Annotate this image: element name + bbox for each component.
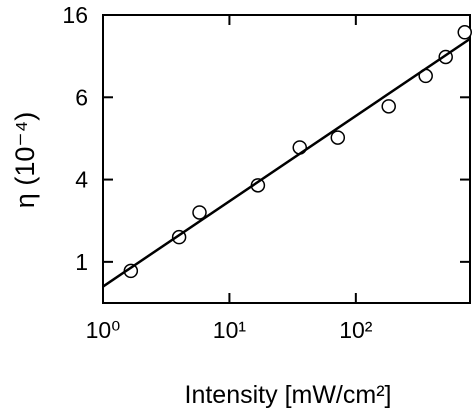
fit-line bbox=[102, 37, 471, 288]
plot-frame bbox=[102, 14, 471, 304]
x-tick-label: 10¹ bbox=[213, 317, 247, 343]
y-tick-label: 6 bbox=[75, 84, 88, 110]
x-tick-label: 10² bbox=[339, 317, 373, 343]
data-point bbox=[192, 205, 207, 220]
y-axis-title: η (10⁻⁴) bbox=[10, 112, 40, 208]
data-point bbox=[381, 99, 396, 114]
y-tick-label: 1 bbox=[75, 249, 88, 275]
data-point bbox=[330, 130, 346, 145]
x-tick-label: 10⁰ bbox=[86, 317, 121, 343]
y-tick-label: 16 bbox=[62, 2, 88, 28]
y-tick-label: 4 bbox=[75, 167, 88, 193]
data-point bbox=[457, 25, 472, 40]
x-axis-title: Intensity [mW/cm²] bbox=[185, 381, 392, 409]
